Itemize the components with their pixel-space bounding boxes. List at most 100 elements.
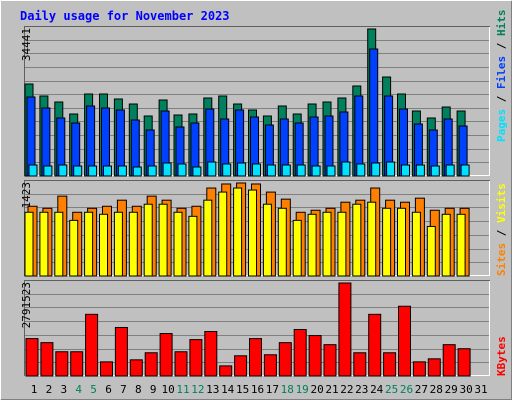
plot-border-dark [24, 280, 490, 376]
legend-separator: / [495, 36, 508, 56]
bar [411, 211, 421, 277]
bar [158, 203, 168, 277]
bar [24, 211, 34, 277]
x-tick-label: 9 [150, 383, 157, 396]
legend: Pages / Files / Hits [495, 10, 508, 143]
bar [237, 162, 247, 177]
bar [249, 338, 262, 377]
bar [174, 351, 188, 377]
legend-separator: / [495, 89, 508, 109]
bar [445, 164, 455, 177]
bar [233, 187, 243, 277]
bar [281, 164, 291, 177]
bar [252, 163, 261, 177]
bar [460, 164, 470, 177]
bar [426, 225, 436, 277]
bar [132, 166, 142, 177]
bar [441, 213, 451, 277]
bar [144, 352, 158, 377]
bar [292, 219, 302, 277]
x-tick-label: 16 [251, 383, 264, 396]
bar [386, 161, 396, 177]
bar [368, 313, 382, 377]
bar [338, 282, 352, 377]
x-tick-label: 7 [120, 383, 127, 396]
x-tick-label: 19 [296, 383, 309, 396]
bar [73, 165, 83, 177]
x-tick-label: 30 [459, 383, 472, 396]
bar [58, 164, 68, 177]
bar [128, 211, 138, 277]
bar [39, 211, 49, 277]
x-tick-label: 26 [400, 383, 413, 396]
bar [54, 211, 64, 277]
x-tick-label: 11 [176, 383, 189, 396]
x-tick-label: 13 [206, 383, 219, 396]
x-tick-label: 29 [445, 383, 458, 396]
bar [457, 348, 471, 377]
x-tick-label: 2 [46, 383, 53, 396]
x-tick-label: 23 [355, 383, 368, 396]
bar [189, 339, 203, 377]
bar [159, 333, 173, 377]
x-tick-label: 24 [370, 383, 384, 396]
bar [326, 165, 336, 177]
x-tick-label: 31 [474, 383, 487, 396]
bar [84, 211, 94, 277]
bar [40, 342, 54, 377]
x-tick-label: 10 [161, 383, 174, 396]
bar [341, 161, 351, 177]
bar [88, 165, 98, 177]
bar [262, 203, 272, 277]
bar [427, 358, 441, 377]
bar [382, 207, 392, 277]
bar [263, 354, 277, 377]
bar [401, 164, 410, 177]
bar [293, 328, 307, 377]
bar [192, 166, 202, 177]
bar [398, 305, 411, 377]
bar [248, 189, 257, 277]
x-tick-label: 12 [191, 383, 204, 396]
bar [147, 165, 157, 177]
bar [162, 162, 172, 177]
bar [222, 163, 232, 177]
bar [234, 355, 248, 377]
bar [397, 207, 406, 277]
legend-entry: Hits [495, 10, 508, 37]
legend: Sites / Visits [495, 183, 508, 276]
bar [367, 201, 377, 277]
bar [311, 165, 321, 177]
bar [55, 351, 69, 377]
bar [371, 162, 381, 177]
bar [99, 213, 108, 277]
bar [203, 199, 213, 277]
bar [177, 163, 187, 177]
bar [266, 164, 276, 177]
bar [143, 203, 153, 277]
bar [356, 163, 366, 177]
bar [43, 165, 53, 177]
bar [103, 165, 112, 177]
y-tick-label: 1423 [20, 182, 33, 209]
bar [85, 313, 99, 377]
bar [113, 211, 123, 277]
bar [369, 48, 379, 177]
bar [188, 215, 198, 277]
bar [25, 338, 39, 377]
bar [352, 203, 362, 277]
x-tick-label: 4 [75, 383, 82, 396]
bar [278, 342, 292, 377]
x-tick-label: 8 [135, 383, 142, 396]
bar [337, 211, 347, 277]
x-tick-label: 28 [430, 383, 443, 396]
x-tick-label: 6 [105, 383, 112, 396]
y-tick-label: 34441 [20, 28, 33, 61]
bar [412, 361, 426, 377]
legend-separator: / [495, 223, 508, 243]
bar [307, 213, 317, 277]
bar [296, 164, 306, 177]
legend-entry: KBytes [495, 336, 508, 376]
